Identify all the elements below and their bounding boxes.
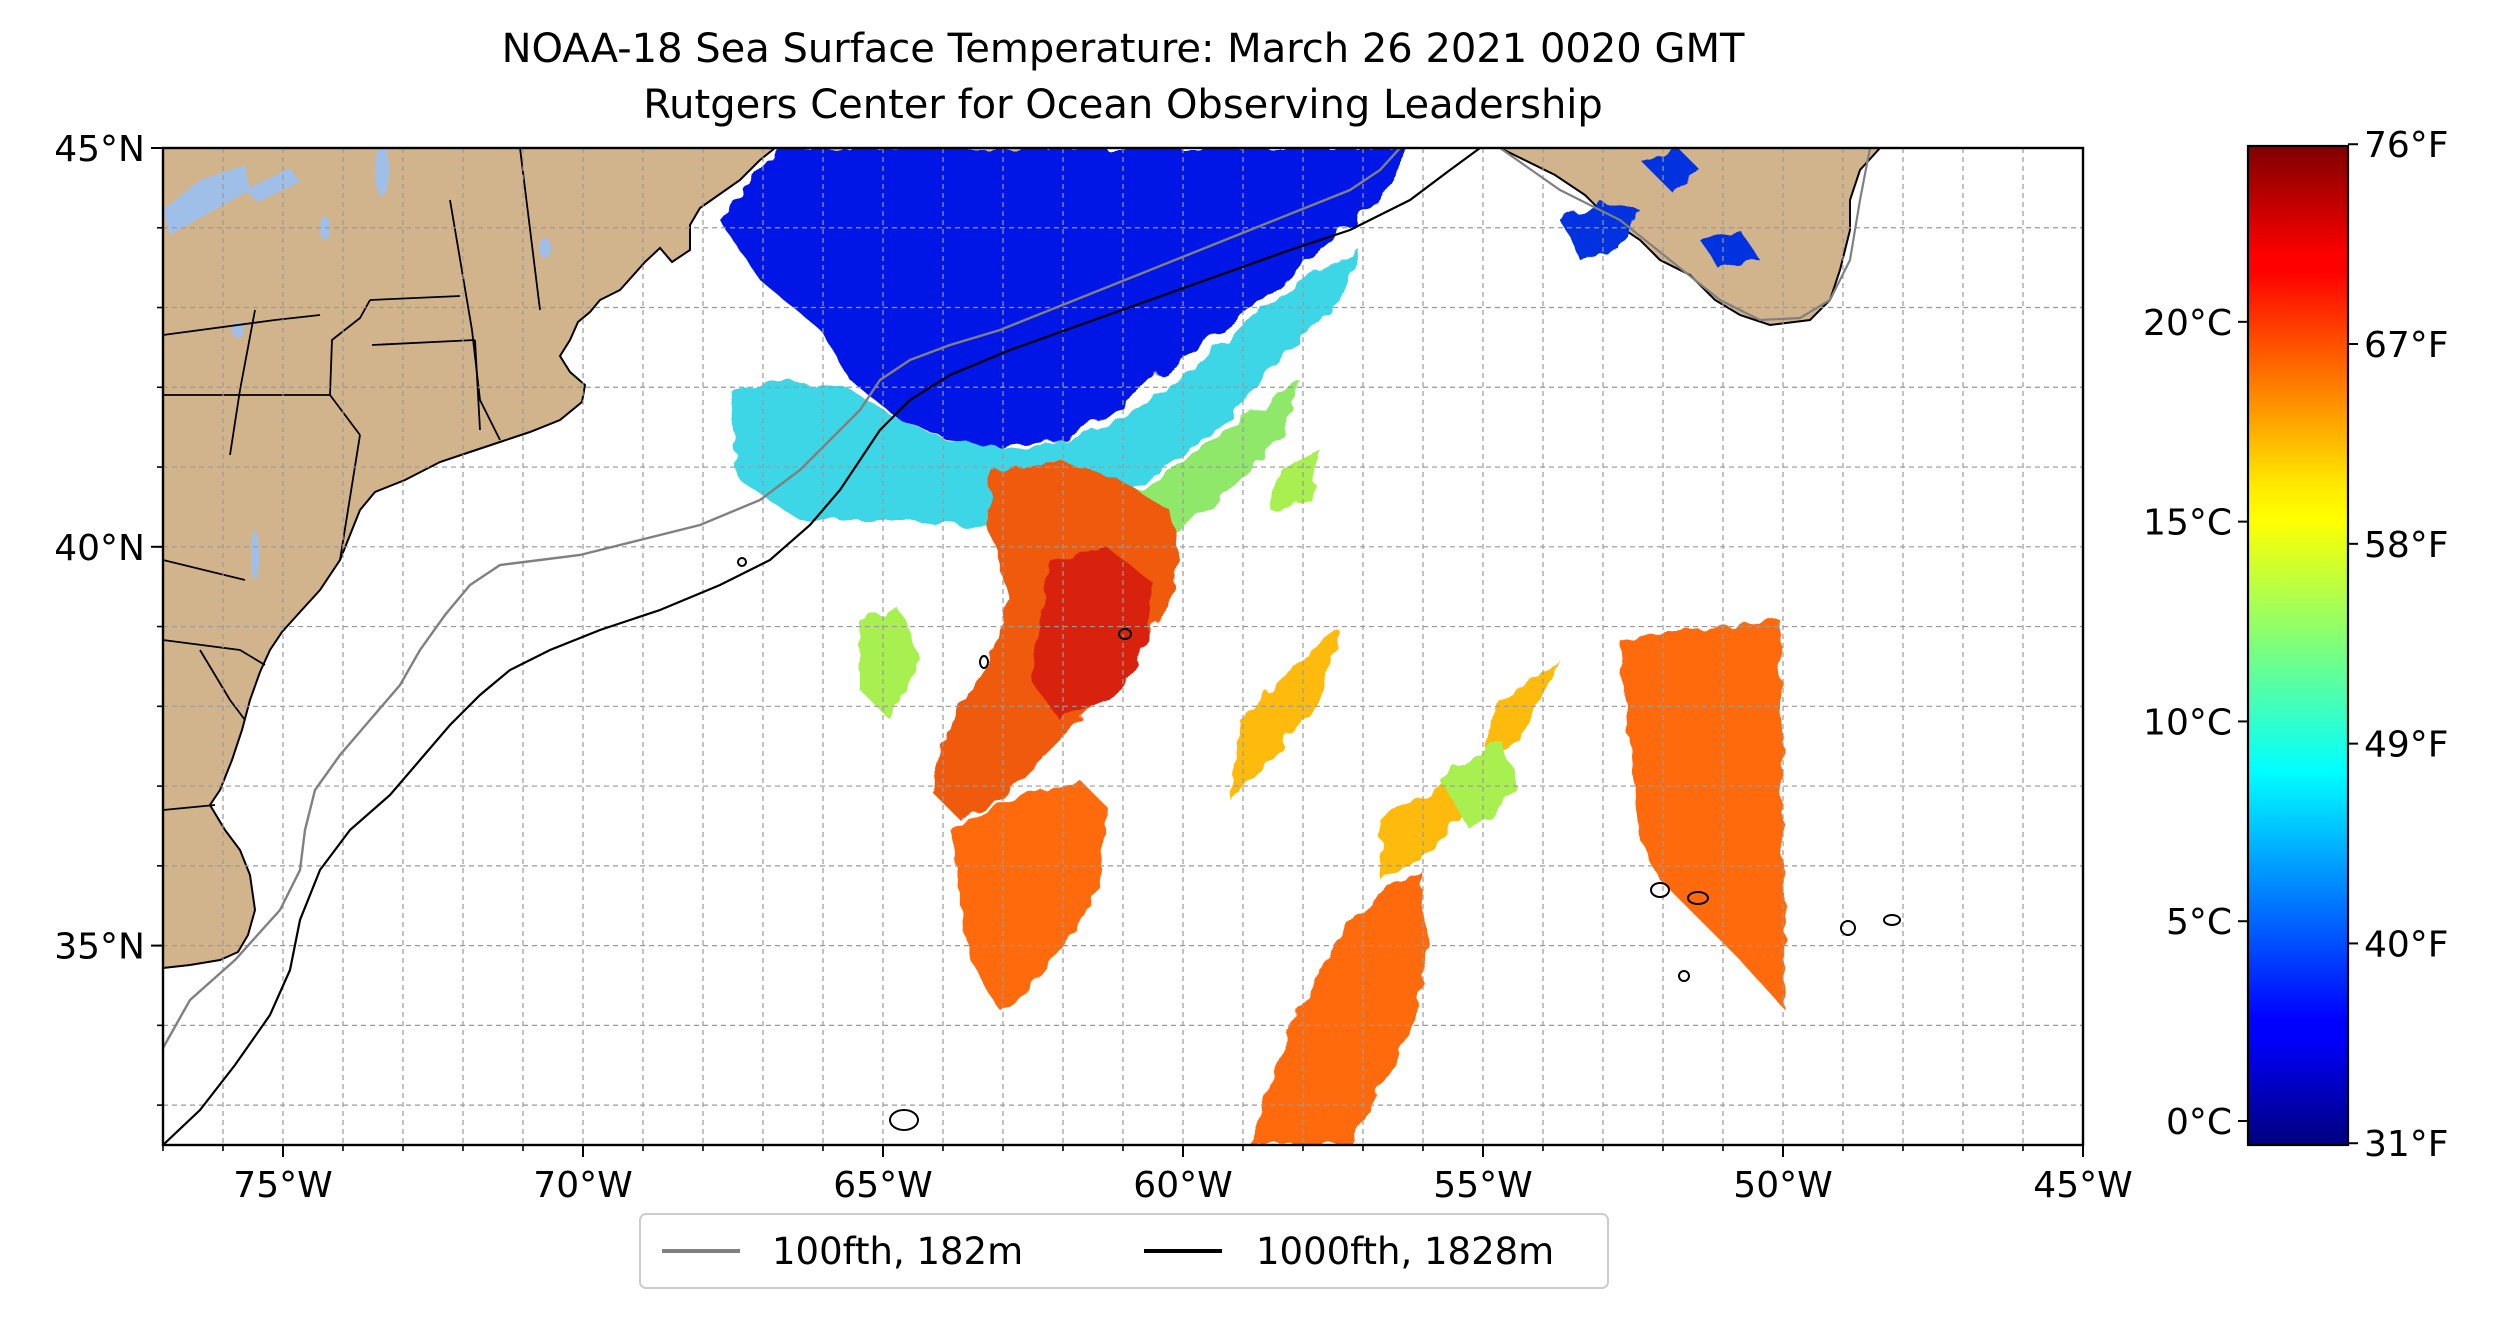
x-tick-label: 60°W (1133, 1165, 1232, 1206)
sst-cyan-band (730, 250, 1360, 530)
x-tick-label: 70°W (533, 1165, 632, 1206)
sst-yellow-streaks (1230, 630, 1560, 880)
colorbar: 0°C 5°C 10°C 15°C 20°C 31°F 40°F 49°F 58°F 67°F 7… (2143, 125, 2448, 1165)
contour-100fth (163, 148, 1401, 1049)
contour-1000fth (163, 148, 1481, 1145)
grid-lines (163, 148, 2083, 1145)
colorbar-celsius-label: 10°C (2143, 702, 2232, 743)
colorbar-fahrenheit-label: 76°F (2364, 125, 2449, 166)
colorbar-celsius-label: 20°C (2143, 303, 2232, 344)
colorbar-fahrenheit-axis: 31°F 40°F 49°F 58°F 67°F 76°F (2348, 125, 2449, 1165)
legend-box (639, 1213, 1609, 1289)
x-tick-label: 45°W (2033, 1165, 2132, 1206)
colorbar-gradient (2246, 144, 2350, 1147)
sst-cold-shelf (720, 148, 1410, 450)
colorbar-fahrenheit-label: 31°F (2364, 1124, 2449, 1165)
colorbar-fahrenheit-label: 40°F (2364, 924, 2449, 965)
contour-100fth-newfoundland (1499, 148, 1872, 322)
seamount-contours (737, 557, 1901, 1131)
sst-ne-cold-specks (1560, 150, 1760, 270)
sst-warm-south (950, 780, 1110, 1010)
x-tick-label: 65°W (833, 1165, 932, 1206)
colorbar-fahrenheit-label: 58°F (2364, 525, 2449, 566)
colorbar-fahrenheit-label: 49°F (2364, 725, 2449, 766)
legend-label-1000fth: 1000fth, 1828m (1256, 1230, 1554, 1273)
x-tick-label: 50°W (1733, 1165, 1832, 1206)
legend-label-100fth: 100fth, 182m (772, 1230, 1023, 1273)
sst-warm-east (1620, 620, 1785, 1010)
y-axis: 45°N 40°N 35°N (54, 129, 163, 1106)
map-title-line2: Rutgers Center for Ocean Observing Leade… (643, 82, 1603, 128)
map-area (163, 148, 2083, 1145)
land-mass (163, 148, 777, 970)
y-tick-label: 45°N (54, 129, 145, 170)
sst-hot-core (1030, 550, 1150, 720)
x-tick-label: 55°W (1433, 1165, 1532, 1206)
y-tick-label: 35°N (54, 927, 145, 968)
colorbar-celsius-label: 0°C (2166, 1102, 2232, 1143)
map-title-line1: NOAA-18 Sea Surface Temperature: March 2… (502, 26, 1745, 72)
sst-swaths (720, 148, 1785, 1145)
sst-green-patches (860, 450, 1520, 830)
sst-warm-southeast (1250, 870, 1430, 1145)
y-tick-label: 40°N (54, 528, 145, 569)
x-axis: 75°W 70°W 65°W 60°W 55°W 50°W 45°W (162, 1145, 2133, 1206)
colorbar-celsius-label: 15°C (2143, 503, 2232, 544)
colorbar-celsius-axis: 0°C 5°C 10°C 15°C 20°C (2143, 303, 2248, 1143)
x-tick-label: 75°W (233, 1165, 332, 1206)
colorbar-fahrenheit-label: 67°F (2364, 325, 2449, 366)
contour-legend: 100fth, 182m 1000fth, 1828m (639, 1213, 1609, 1289)
colorbar-celsius-label: 5°C (2166, 902, 2232, 943)
